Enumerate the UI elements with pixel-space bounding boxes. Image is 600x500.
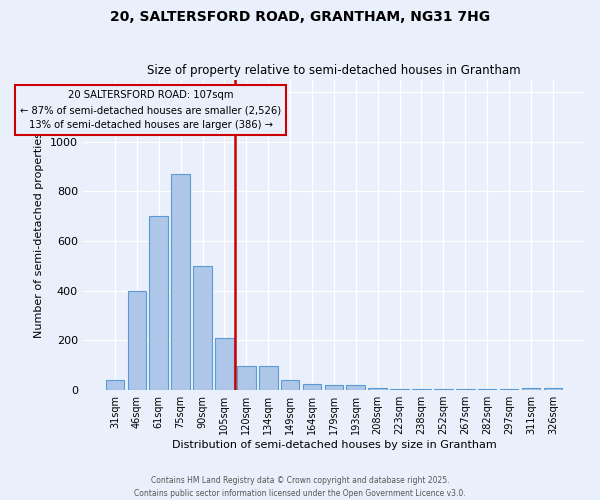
Bar bbox=[106, 380, 124, 390]
Bar bbox=[172, 174, 190, 390]
Bar bbox=[368, 388, 387, 390]
Bar bbox=[456, 389, 475, 390]
Bar bbox=[478, 389, 496, 390]
Bar bbox=[149, 216, 168, 390]
Text: 20, SALTERSFORD ROAD, GRANTHAM, NG31 7HG: 20, SALTERSFORD ROAD, GRANTHAM, NG31 7HG bbox=[110, 10, 490, 24]
Y-axis label: Number of semi-detached properties: Number of semi-detached properties bbox=[34, 132, 44, 338]
Text: Contains HM Land Registry data © Crown copyright and database right 2025.
Contai: Contains HM Land Registry data © Crown c… bbox=[134, 476, 466, 498]
X-axis label: Distribution of semi-detached houses by size in Grantham: Distribution of semi-detached houses by … bbox=[172, 440, 496, 450]
Bar bbox=[346, 385, 365, 390]
Bar bbox=[215, 338, 234, 390]
Bar bbox=[193, 266, 212, 390]
Bar bbox=[237, 366, 256, 390]
Bar bbox=[128, 290, 146, 390]
Text: 20 SALTERSFORD ROAD: 107sqm
← 87% of semi-detached houses are smaller (2,526)
13: 20 SALTERSFORD ROAD: 107sqm ← 87% of sem… bbox=[20, 90, 281, 130]
Bar bbox=[434, 389, 452, 390]
Title: Size of property relative to semi-detached houses in Grantham: Size of property relative to semi-detach… bbox=[147, 64, 521, 77]
Bar bbox=[521, 388, 540, 390]
Bar bbox=[302, 384, 322, 390]
Bar bbox=[325, 385, 343, 390]
Bar bbox=[259, 366, 278, 390]
Bar bbox=[412, 389, 431, 390]
Bar bbox=[281, 380, 299, 390]
Bar bbox=[390, 389, 409, 390]
Bar bbox=[500, 389, 518, 390]
Bar bbox=[544, 388, 562, 390]
